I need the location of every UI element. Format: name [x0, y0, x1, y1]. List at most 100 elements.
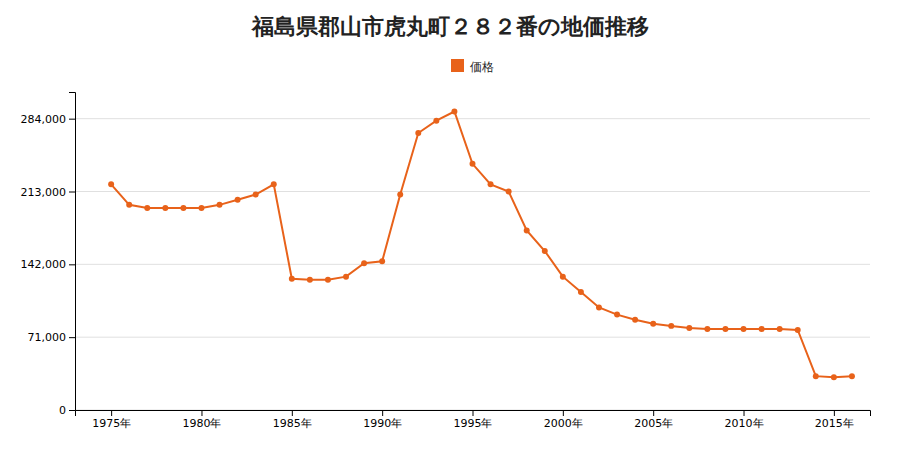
point — [614, 312, 620, 318]
tick: 2005年 — [634, 410, 673, 430]
tick: 213,000 — [21, 186, 76, 199]
title: 福島県郡山市虎丸町２８２番の地価推移 — [251, 14, 649, 39]
legend-swatch — [451, 59, 464, 72]
grid-line — [75, 118, 870, 119]
point — [433, 118, 439, 124]
point — [813, 373, 819, 379]
plot: 1975年 1980年 1985年 1990年 1995年 2000年 2005年 2010年… — [21, 93, 871, 430]
x-axis: 1975年 1980年 1985年 1990年 1995年 2000年 2005年 2010年… — [76, 410, 871, 430]
point — [524, 227, 530, 233]
point — [596, 304, 602, 310]
tick-mark — [473, 410, 474, 416]
point — [307, 277, 313, 283]
line — [111, 111, 852, 377]
tick-label: 1990年 — [363, 417, 402, 430]
tick-label: 1985年 — [273, 417, 312, 430]
point — [831, 374, 837, 380]
tick-label: 2010年 — [725, 417, 764, 430]
tick-mark — [69, 192, 75, 193]
tick-mark — [69, 337, 75, 338]
tick: 2010年 — [725, 410, 764, 430]
grid-line — [75, 264, 870, 265]
tick-mark — [292, 410, 293, 416]
tick: 2000年 — [544, 410, 583, 430]
point — [144, 205, 150, 211]
point — [506, 189, 512, 195]
tick: 1975年 — [92, 410, 131, 430]
point — [650, 321, 656, 327]
tick-label: 1995年 — [454, 417, 493, 430]
tick: 1980年 — [182, 410, 221, 430]
point — [126, 202, 132, 208]
point — [741, 326, 747, 332]
tick-label: 213,000 — [21, 186, 67, 199]
tick: 71,000 — [28, 331, 76, 344]
tick: 1990年 — [363, 410, 402, 430]
tick-mark — [382, 410, 383, 416]
point — [759, 326, 765, 332]
tick-mark — [744, 410, 745, 416]
y-axis: 0 71,000 142,000 213,000 284,000 — [21, 93, 76, 418]
point — [198, 205, 204, 211]
point — [668, 323, 674, 329]
point — [542, 248, 548, 254]
point — [180, 205, 186, 211]
tick-label: 1980年 — [182, 417, 221, 430]
marks — [108, 109, 855, 381]
point — [271, 181, 277, 187]
point — [632, 317, 638, 323]
tick-label: 2015年 — [815, 417, 854, 430]
point — [686, 325, 692, 331]
tick-label: 142,000 — [21, 258, 67, 271]
point — [777, 326, 783, 332]
grid-line — [75, 191, 870, 192]
axis-line — [69, 93, 76, 411]
point — [451, 109, 457, 115]
tick: 1995年 — [454, 410, 493, 430]
tick-mark — [69, 410, 75, 411]
chart: 福島県郡山市虎丸町２８２番の地価推移1975年1980年1985年1990年19… — [0, 0, 900, 450]
grid — [75, 119, 870, 410]
point — [289, 276, 295, 282]
point — [379, 258, 385, 264]
tick-mark — [69, 264, 75, 265]
point — [795, 327, 801, 333]
tick: 0 — [59, 404, 75, 417]
tick-label: 284,000 — [21, 113, 67, 126]
point — [415, 130, 421, 136]
legend-label: 価格 — [470, 60, 494, 74]
tick-mark — [834, 410, 835, 416]
tick-mark — [563, 410, 564, 416]
point — [325, 277, 331, 283]
tick-label: 1975年 — [92, 417, 131, 430]
tick: 2015年 — [815, 410, 854, 430]
tick-label: 0 — [59, 404, 66, 417]
legend: 価格 — [451, 59, 494, 74]
tick-label: 71,000 — [28, 331, 67, 344]
tick-mark — [201, 410, 202, 416]
point — [217, 202, 223, 208]
point — [253, 192, 259, 198]
point — [849, 373, 855, 379]
point — [108, 181, 114, 187]
tick-mark — [69, 119, 75, 120]
point — [162, 205, 168, 211]
tick-mark — [653, 410, 654, 416]
tick-label: 2005年 — [634, 417, 673, 430]
point — [397, 192, 403, 198]
tick: 1985年 — [273, 410, 312, 430]
point — [470, 161, 476, 167]
point — [722, 326, 728, 332]
point — [560, 274, 566, 280]
tick-label: 2000年 — [544, 417, 583, 430]
axis-line — [76, 411, 871, 417]
point — [343, 274, 349, 280]
legend-item: 価格 — [451, 59, 494, 74]
point — [704, 326, 710, 332]
point — [488, 181, 494, 187]
grid-line — [75, 337, 870, 338]
point — [235, 197, 241, 203]
tick: 284,000 — [21, 113, 76, 126]
point — [361, 260, 367, 266]
tick: 142,000 — [21, 258, 76, 271]
